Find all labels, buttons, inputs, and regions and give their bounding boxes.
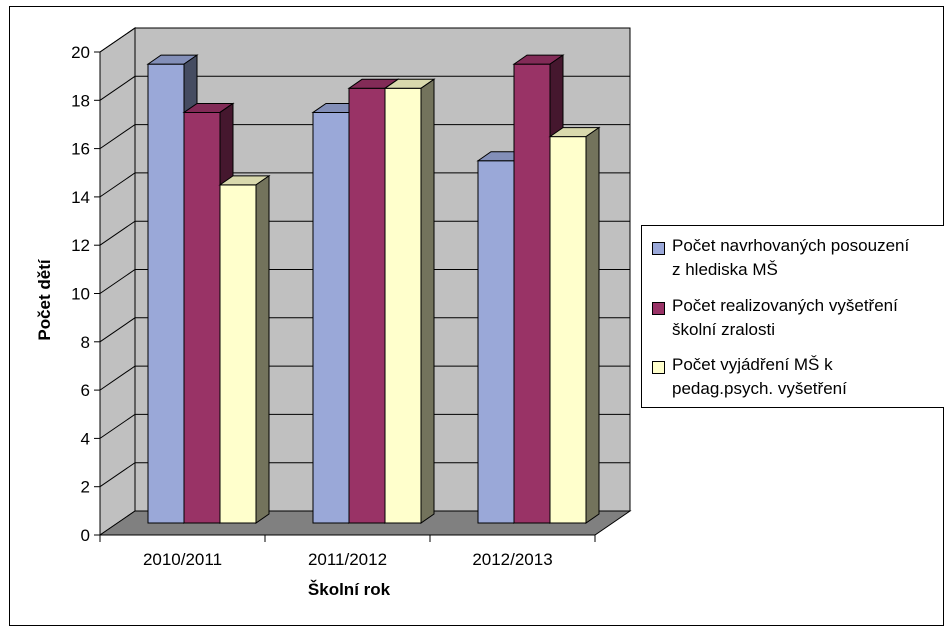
x-tick-label: 2012/2013: [472, 550, 552, 569]
legend-swatch-series-2: [652, 302, 665, 315]
gridline: [99, 75, 630, 101]
bar-3-2012-2013: [548, 126, 601, 524]
bar-front: [513, 63, 551, 524]
y-tick-label: 6: [81, 381, 90, 400]
y-tick-label: 8: [81, 333, 90, 352]
bar-front: [312, 111, 350, 524]
legend-label-series-2: Počet realizovaných vyšetření školní zra…: [672, 296, 898, 339]
bar-front: [147, 63, 185, 524]
legend-label-series-3: Počet vyjádření MŠ k pedag.psych. vyšetř…: [672, 355, 847, 398]
y-tick-label: 16: [71, 140, 90, 159]
gridline: [99, 413, 630, 439]
legend-swatch-series-3: [652, 361, 665, 374]
bar-front: [477, 160, 515, 524]
y-tick-label: 14: [71, 188, 90, 207]
bar-3-2010-2011: [218, 174, 271, 524]
y-tick-label: 10: [71, 285, 90, 304]
x-tick-labels: 2010/2011 2011/2012 2012/2013: [143, 550, 553, 569]
bar-side: [420, 78, 435, 524]
gridline: [99, 220, 630, 246]
x-axis-title: Školní rok: [308, 580, 391, 599]
gridline: [99, 172, 630, 198]
bar-front: [384, 87, 422, 524]
y-tick-label: 4: [81, 429, 90, 448]
gridline: [99, 269, 630, 294]
y-tick-label: 12: [71, 236, 90, 255]
gridlines: [99, 27, 630, 488]
y-tick-label: 20: [71, 43, 90, 62]
y-tick-label: 18: [71, 91, 90, 110]
bar-side: [255, 174, 270, 524]
bar-front: [348, 87, 386, 524]
legend-item-series-2: Počet realizovaných vyšetření školní zra…: [652, 294, 944, 342]
gridline: [99, 124, 630, 150]
y-axis-title: Počet dětí: [35, 258, 54, 341]
x-tick-label: 2011/2012: [308, 550, 387, 569]
legend-item-series-3: Počet vyjádření MŠ k pedag.psych. vyšetř…: [652, 353, 944, 401]
axes: [94, 51, 596, 542]
gridline: [99, 462, 630, 488]
bar-front: [183, 111, 221, 524]
y-tick-labels: 0 2 4 6 8 10 12 14 16 18 20: [71, 43, 90, 545]
bars: [146, 54, 601, 524]
y-tick-label: 2: [81, 478, 90, 497]
bar-3-2011-2012: [383, 78, 436, 524]
legend-item-series-1: Počet navrhovaných posouzení z hlediska …: [652, 234, 944, 282]
bar-front: [549, 136, 587, 524]
legend-label-series-1: Počet navrhovaných posouzení z hlediska …: [672, 236, 910, 279]
legend-swatch-series-1: [652, 242, 665, 255]
x-tick-label: 2010/2011: [143, 550, 222, 569]
legend: Počet navrhovaných posouzení z hlediska …: [641, 225, 944, 408]
bar-side: [585, 126, 600, 524]
y-tick-label: 0: [81, 526, 90, 545]
gridline: [99, 27, 630, 53]
gridline: [99, 365, 630, 391]
gridline: [99, 317, 630, 343]
bar-front: [219, 184, 257, 524]
